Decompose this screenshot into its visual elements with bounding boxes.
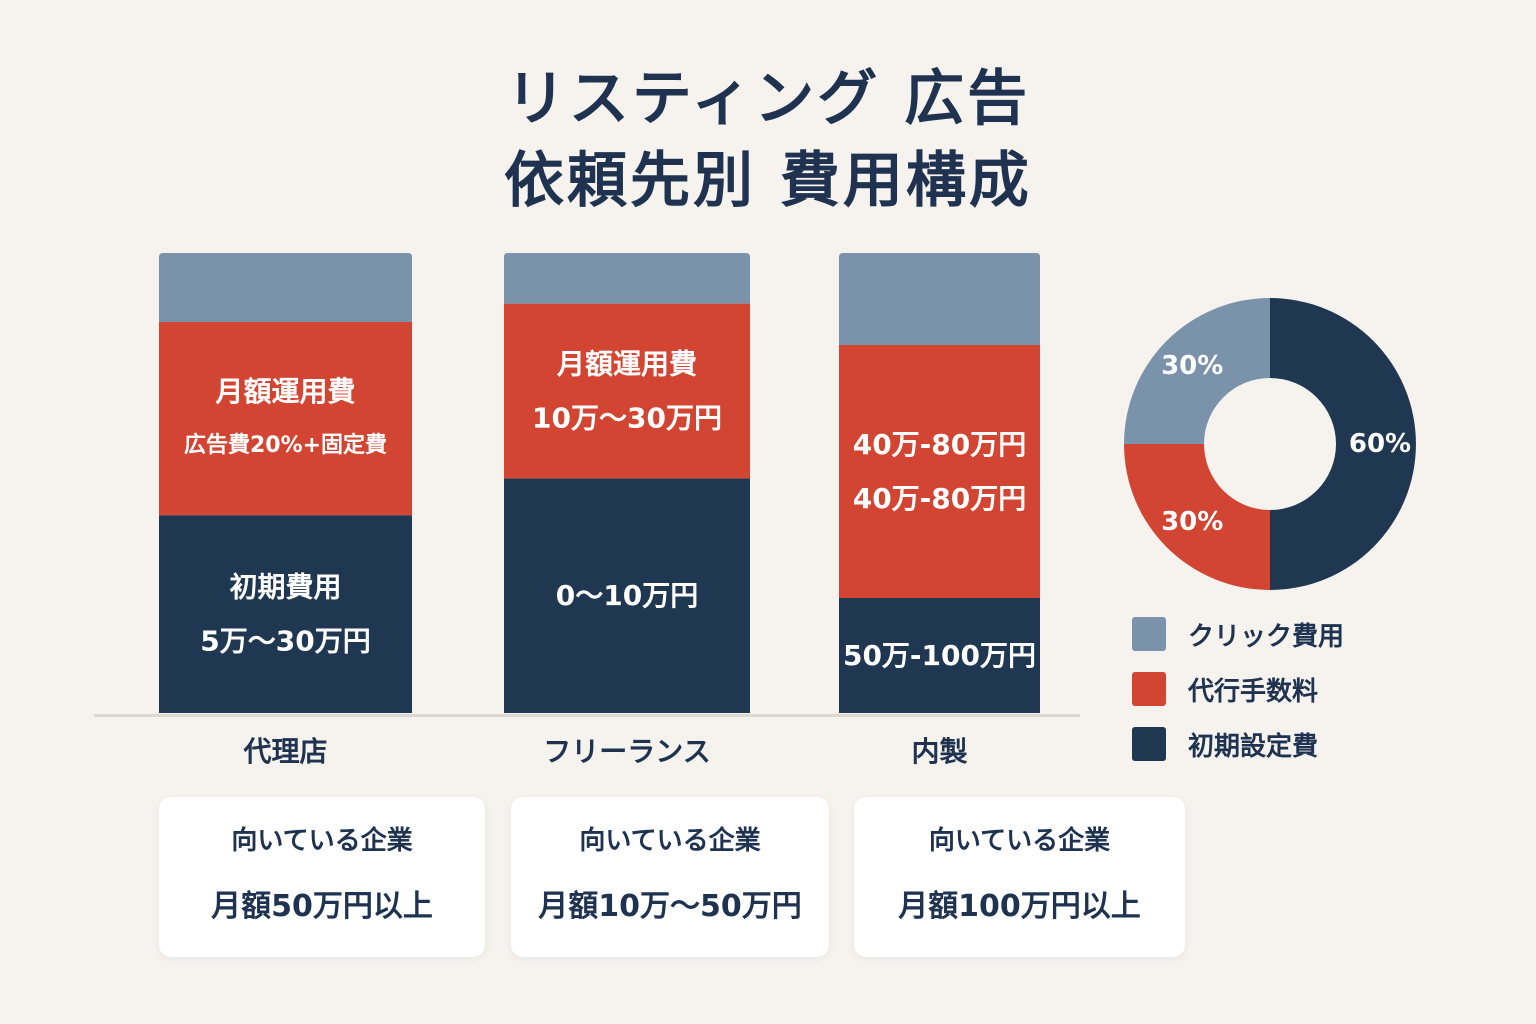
segment-label: 40万-80万円 <box>853 428 1027 461</box>
title-line-2: 依頼先別 費用構成 <box>504 146 1032 216</box>
segment-label: 月額運用費 <box>556 348 697 381</box>
legend-label: 代行手数料 <box>1188 676 1319 707</box>
donut-slice-fee <box>1124 444 1270 590</box>
bar-segment-initial <box>839 598 1040 713</box>
x-axis-baseline <box>94 714 1080 717</box>
legend-label: クリック費用 <box>1188 621 1345 652</box>
title-line-1: リスティング 広告 <box>505 64 1031 134</box>
donut-chart: 30% 30% 60% <box>1124 298 1416 590</box>
segment-label: 40万-80万円 <box>853 482 1027 515</box>
legend: クリック費用 代行手数料 初期設定費 <box>1132 616 1344 781</box>
segment-label: 月額運用費 <box>214 375 355 408</box>
segment-label: 50万-100万円 <box>843 639 1036 672</box>
bar-segment-click <box>159 253 412 322</box>
bar-segment-click <box>504 253 750 304</box>
legend-swatch <box>1132 617 1166 651</box>
card-freelance: 向いている企業 月額10万〜50万円 <box>511 797 829 957</box>
category-label-freelance: フリーランス <box>543 735 711 768</box>
donut-label-initial: 60% <box>1349 429 1411 459</box>
card-text: 月額100万円以上 <box>898 889 1141 924</box>
card-text: 月額10万〜50万円 <box>538 889 802 924</box>
legend-swatch <box>1132 672 1166 706</box>
category-label-inhouse: 内製 <box>911 735 968 768</box>
bar-segment-initial <box>504 478 750 713</box>
bar-segment-fee <box>159 322 412 516</box>
bar-segment-fee <box>504 303 750 479</box>
donut-slice-initial <box>1270 298 1416 590</box>
legend-swatch <box>1132 727 1166 761</box>
segment-label: 広告費20%+固定費 <box>184 432 387 458</box>
segment-label: 5万〜30万円 <box>200 625 370 658</box>
segment-label: 10万〜30万円 <box>532 402 722 435</box>
card-inhouse: 向いている企業 月額100万円以上 <box>854 797 1185 957</box>
bar-segment-click <box>839 253 1040 345</box>
legend-item-fee: 代行手数料 <box>1132 671 1344 707</box>
donut-label-click: 30% <box>1161 351 1223 381</box>
donut-label-fee: 30% <box>1161 507 1223 537</box>
card-heading: 向いている企業 <box>928 826 1111 856</box>
donut-slice-click <box>1124 298 1270 444</box>
segment-label: 0〜10万円 <box>556 579 698 612</box>
segment-label: 初期費用 <box>229 571 341 604</box>
card-heading: 向いている企業 <box>579 826 761 856</box>
chart-title: リスティング 広告 依頼先別 費用構成 <box>0 58 1536 222</box>
legend-label: 初期設定費 <box>1188 731 1319 762</box>
bar-segment-fee <box>839 345 1040 598</box>
bar-segment-initial <box>159 515 412 713</box>
legend-item-initial: 初期設定費 <box>1132 726 1344 762</box>
card-agency: 向いている企業 月額50万円以上 <box>159 797 485 957</box>
card-heading: 向いている企業 <box>231 826 413 856</box>
card-text: 月額50万円以上 <box>211 889 433 924</box>
legend-item-click: クリック費用 <box>1132 616 1344 652</box>
category-label-agency: 代理店 <box>243 735 328 768</box>
